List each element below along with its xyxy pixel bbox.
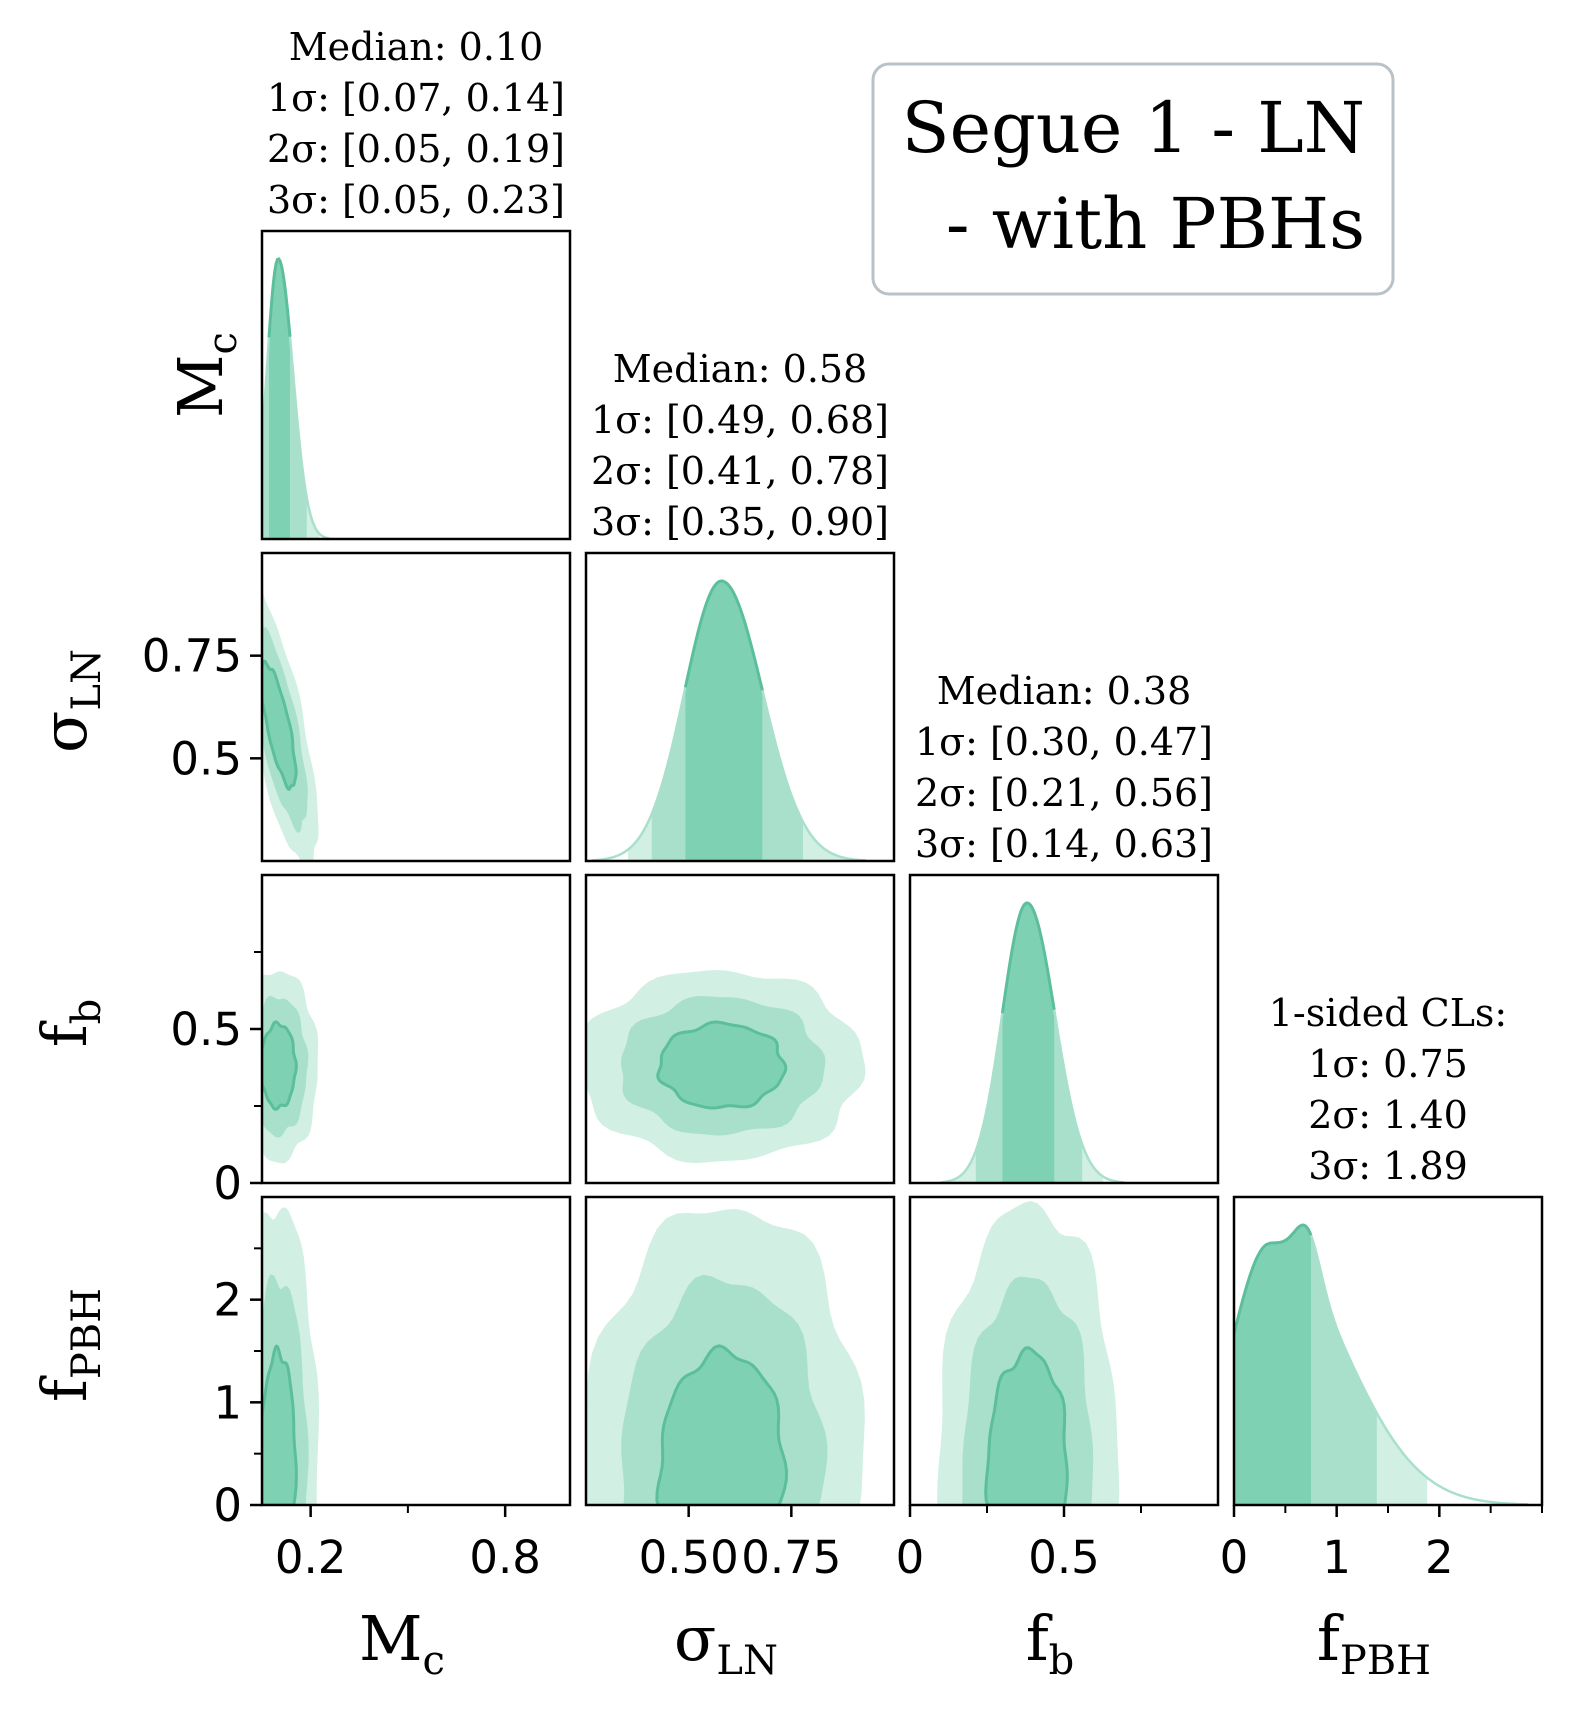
x-tick-label-2-1: 0.50 [639, 1531, 739, 1584]
y-axis-label-2-symbol: σ [28, 711, 101, 753]
contour-1sigma [262, 659, 298, 791]
stats-1-line-3: 2σ: [0.05, 0.19] [267, 127, 565, 171]
x-axis-label-2-symbol: σ [674, 1602, 716, 1675]
panel-2-2-frame [584, 551, 896, 863]
y-axis-label-1: Mc [164, 332, 246, 418]
contour-1sigma [262, 1020, 298, 1111]
contour-1sigma [655, 1344, 789, 1505]
panel-1-1-frame [260, 229, 572, 541]
x-axis-label-3: fb [1026, 1602, 1075, 1684]
stats-1-line-2: 1σ: [0.07, 0.14] [267, 76, 565, 120]
x-tick-label-1-1: 0.2 [275, 1531, 347, 1584]
panel-2-3-content [586, 969, 866, 1164]
y-axis-label-3: fb [28, 999, 110, 1048]
stats-3-line-4: 3σ: [0.14, 0.63] [915, 822, 1213, 866]
y-axis-label-2-subscript: LN [64, 649, 110, 711]
x-axis-label-1-subscript: c [423, 1638, 445, 1684]
density-band-1sigma [1234, 1225, 1311, 1505]
y-tick-label-3-1: 0 [213, 1157, 242, 1210]
y-tick-label-4-3: 2 [213, 1274, 242, 1327]
chart-subtitle: - with PBHs [946, 183, 1365, 265]
panel-3-3-content [940, 901, 1125, 1183]
density-core-line [683, 579, 764, 691]
panel-4-4-content [1234, 1223, 1528, 1505]
y-tick-label-4-2: 1 [213, 1376, 242, 1429]
density-band-1sigma [1002, 903, 1055, 1183]
chart-title: Segue 1 - LN [902, 87, 1365, 169]
y-tick-label-3-2: 0.5 [170, 1003, 242, 1056]
panel-2-4-frame [584, 1195, 896, 1507]
stats-4-line-3: 2σ: 1.40 [1308, 1093, 1468, 1137]
x-axis-label-1-symbol: M [359, 1602, 422, 1675]
stats-3-line-1: Median: 0.38 [937, 669, 1192, 713]
y-axis-label-2: σLN [28, 649, 110, 753]
y-tick-label-2-2: 0.75 [142, 630, 242, 683]
x-axis-label-4-subscript: PBH [1340, 1638, 1431, 1684]
x-tick-label-4-3: 2 [1425, 1531, 1454, 1584]
x-axis-label-3-symbol: f [1026, 1602, 1053, 1675]
stats-4-line-2: 1σ: 0.75 [1308, 1042, 1468, 1086]
contour-1sigma [984, 1346, 1069, 1505]
y-axis-label-3-symbol: f [28, 1020, 101, 1047]
panel-1-3-content [262, 971, 319, 1164]
density-core-line [1234, 1223, 1313, 1335]
panels: Median: 0.10 1σ: [0.07, 0.14] 2σ: [0.05, 0… [28, 25, 1544, 1684]
panel-2-4-content [586, 1208, 865, 1505]
y-axis-label-4: fPBH [28, 1288, 110, 1402]
panel-1-2-content [262, 583, 319, 861]
panel-3-4-content [937, 1201, 1120, 1505]
y-axis-label-4-symbol: f [28, 1375, 101, 1402]
x-axis-label-1: Mc [359, 1602, 445, 1684]
panel-2-3-frame [584, 873, 896, 1185]
x-tick-label-1-2: 0.8 [469, 1531, 541, 1584]
y-tick-label-4-1: 0 [213, 1479, 242, 1532]
stats-2-line-1: Median: 0.58 [613, 347, 868, 391]
y-axis-label-1-symbol: M [164, 354, 237, 417]
y-axis-label-3-subscript: b [64, 999, 110, 1025]
panel-1-2-frame [260, 551, 572, 863]
density-band-1sigma [685, 581, 763, 861]
density-core-line [1000, 901, 1056, 1014]
x-tick-label-4-2: 1 [1322, 1531, 1351, 1584]
stats-2-line-2: 1σ: [0.49, 0.68] [591, 398, 889, 442]
density-core-line [267, 257, 292, 338]
y-tick-label-2-1: 0.5 [170, 732, 242, 785]
y-axis-label-1-subscript: c [200, 332, 246, 354]
contour-1sigma [656, 1020, 788, 1110]
stats-2-line-4: 3σ: [0.35, 0.90] [591, 500, 889, 544]
x-axis-label-3-subscript: b [1049, 1638, 1075, 1684]
legend-frame [871, 62, 1395, 296]
x-axis-label-4: fPBH [1317, 1602, 1431, 1684]
stats-1-line-1: Median: 0.10 [289, 25, 544, 69]
x-tick-label-4-1: 0 [1220, 1531, 1249, 1584]
x-tick-label-2-2: 0.75 [741, 1531, 841, 1584]
panel-1-1-content [262, 257, 330, 539]
x-axis-label-4-symbol: f [1317, 1602, 1344, 1675]
panel-1-4-content [262, 1207, 320, 1505]
stats-2-line-3: 2σ: [0.41, 0.78] [591, 449, 889, 493]
stats-1-line-4: 3σ: [0.05, 0.23] [267, 178, 565, 222]
stats-3-line-3: 2σ: [0.21, 0.56] [915, 771, 1213, 815]
title-legend: Segue 1 - LN - with PBHs [871, 62, 1395, 296]
x-axis-label-2-subscript: LN [716, 1638, 778, 1684]
x-axis-label-2: σLN [674, 1602, 778, 1684]
density-band-1sigma [269, 259, 290, 539]
x-tick-label-3-2: 0.5 [1028, 1531, 1100, 1584]
contour-1sigma [262, 1344, 298, 1505]
stats-4-line-4: 3σ: 1.89 [1308, 1144, 1468, 1188]
panel-2-2-content [591, 579, 866, 861]
x-tick-label-3-1: 0 [896, 1531, 925, 1584]
stats-4-line-1: 1-sided CLs: [1269, 991, 1508, 1035]
stats-3-line-2: 1σ: [0.30, 0.47] [915, 720, 1213, 764]
y-axis-label-4-subscript: PBH [64, 1288, 110, 1379]
panel-3-3-frame [908, 873, 1220, 1185]
